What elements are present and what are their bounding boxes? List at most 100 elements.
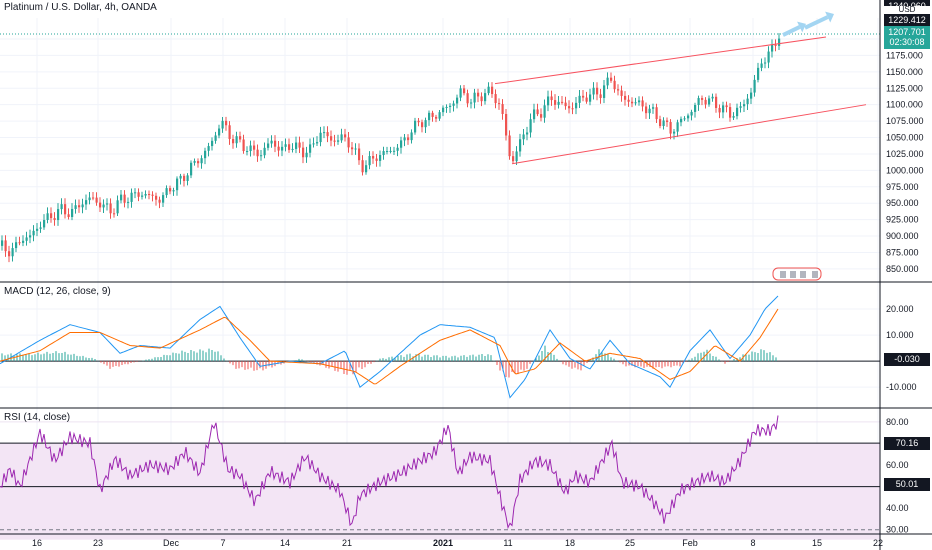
candle-body xyxy=(694,104,697,112)
candle-body xyxy=(337,140,340,142)
candle-body xyxy=(659,119,662,127)
candle-body xyxy=(620,90,623,96)
candle-body xyxy=(610,77,613,81)
candle-body xyxy=(711,96,714,99)
candle-body xyxy=(596,87,599,95)
second-price-tag: 1229.412 xyxy=(884,14,930,27)
candle-body xyxy=(473,92,476,103)
candle-body xyxy=(386,151,389,153)
candle-body xyxy=(452,103,455,106)
event-marker-icon[interactable] xyxy=(790,271,796,278)
candle-body xyxy=(494,94,497,104)
candle-body xyxy=(351,147,354,150)
macd-title[interactable]: MACD (12, 26, close, 9) xyxy=(4,286,111,297)
signal-line xyxy=(0,308,779,385)
event-markers[interactable] xyxy=(772,267,822,281)
event-marker-outline[interactable] xyxy=(772,267,822,281)
candle-body xyxy=(57,209,60,221)
candle-body xyxy=(715,96,718,108)
candle-body xyxy=(540,114,543,118)
candle-body xyxy=(71,208,74,217)
channel-upper-line[interactable] xyxy=(494,36,827,85)
candle-body xyxy=(204,150,207,159)
candle-body xyxy=(718,107,721,113)
candle-body xyxy=(333,140,336,142)
candle-body xyxy=(442,107,445,113)
candle-body xyxy=(298,142,301,148)
candle-body xyxy=(358,148,361,161)
time-tick-label: 22 xyxy=(873,538,883,548)
candle-body xyxy=(456,97,459,104)
candle-body xyxy=(249,145,252,152)
candle-body xyxy=(256,149,259,157)
candle-body xyxy=(340,134,343,141)
candle-body xyxy=(18,242,21,244)
candle-body xyxy=(491,86,494,95)
candle-body xyxy=(78,205,81,208)
event-marker-icon[interactable] xyxy=(800,271,806,278)
rsi-title[interactable]: RSI (14, close) xyxy=(4,412,71,423)
projection-arrows[interactable] xyxy=(782,11,834,37)
event-marker-icon[interactable] xyxy=(812,271,818,278)
time-tick-label: 16 xyxy=(32,538,42,548)
candle-body xyxy=(15,242,18,249)
candle-body xyxy=(760,63,763,68)
candle-body xyxy=(463,88,466,94)
candle-body xyxy=(67,214,70,217)
rsi-line xyxy=(0,415,779,530)
projection-arrow-head[interactable] xyxy=(797,21,806,33)
candle-body xyxy=(767,51,770,63)
candle-body xyxy=(274,140,277,147)
macd-line xyxy=(0,295,779,399)
candle-body xyxy=(123,194,126,203)
candle-body xyxy=(197,161,200,164)
channel-lower-line[interactable] xyxy=(511,104,867,165)
projection-arrow-head[interactable] xyxy=(825,11,834,23)
candle-body xyxy=(50,213,53,219)
candle-body xyxy=(554,100,557,105)
time-tick-label: 25 xyxy=(625,538,635,548)
candle-body xyxy=(113,213,116,215)
candle-body xyxy=(459,88,462,98)
channel-lines[interactable] xyxy=(494,36,867,165)
candle-body xyxy=(235,136,238,144)
rsi-band xyxy=(0,443,880,540)
candle-body xyxy=(743,104,746,107)
candle-body xyxy=(697,98,700,105)
candle-body xyxy=(480,96,483,102)
candle-body xyxy=(242,139,245,152)
candle-body xyxy=(508,135,511,157)
candle-body xyxy=(11,248,14,257)
candle-body xyxy=(253,145,256,150)
candle-body xyxy=(449,105,452,107)
candle-body xyxy=(74,205,77,209)
symbol-title[interactable]: Platinum / U.S. Dollar, 4h, OANDA xyxy=(4,2,157,13)
candle-body xyxy=(379,155,382,161)
candle-body xyxy=(624,95,627,100)
candle-body xyxy=(95,197,98,203)
macd-tick-label: 10.000 xyxy=(886,330,914,340)
projection-arrow-shaft[interactable] xyxy=(804,15,829,30)
candle-body xyxy=(501,104,504,114)
candle-body xyxy=(690,111,693,116)
candle-body xyxy=(214,135,217,141)
candle-body xyxy=(526,132,529,135)
candle-body xyxy=(561,101,564,103)
candle-body xyxy=(652,107,655,109)
candle-body xyxy=(22,240,25,243)
candle-body xyxy=(134,192,137,194)
candle-body xyxy=(193,161,196,163)
candle-body xyxy=(323,132,326,134)
candle-body xyxy=(106,203,109,205)
candle-body xyxy=(326,132,329,137)
event-marker-icon[interactable] xyxy=(780,271,786,278)
time-tick-label: 8 xyxy=(750,538,755,548)
candle-body xyxy=(407,137,410,141)
candle-body xyxy=(487,86,490,94)
rsi-lower-tag: 50.01 xyxy=(884,478,930,491)
projection-arrow-shaft[interactable] xyxy=(782,25,801,37)
candle-body xyxy=(655,107,658,120)
candle-body xyxy=(148,194,151,196)
candle-body xyxy=(92,197,95,199)
